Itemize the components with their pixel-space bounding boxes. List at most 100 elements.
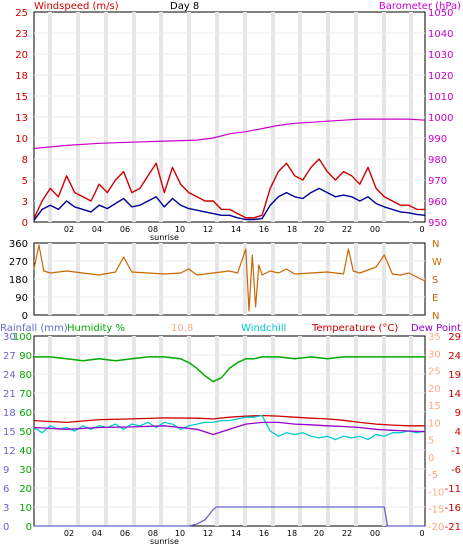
series-line	[33, 158, 425, 219]
tick-label: 180	[9, 275, 28, 286]
barometer-tick-labels: 1050 1040 1030 1020 1010 1000 990 980 970 960 950	[428, 8, 453, 229]
tick-label: 8	[22, 155, 28, 166]
tick-label: -16	[445, 503, 461, 514]
tick-label: 80	[19, 370, 32, 381]
temp-hour-tick-labels: 02 04 06 08 10 12 14 16 18 20 22 00 0	[64, 529, 425, 538]
tick-label: -6	[451, 465, 461, 476]
tick-label: 30	[428, 349, 441, 360]
hour-tick-label: 0	[419, 225, 424, 234]
hour-tick-label: 18	[287, 225, 297, 234]
tick-label: W	[432, 257, 442, 268]
temperature-outer-tick-labels: 29 24 19 14 9 4 -1 -6 -11 -16 -21	[445, 332, 461, 533]
hour-tick-label: 04	[92, 529, 102, 538]
tick-label: -1	[451, 446, 461, 457]
tick-label: 9	[455, 408, 461, 419]
tick-label: 950	[428, 218, 447, 229]
tick-label: 10	[428, 418, 441, 429]
hour-tick-label: 16	[259, 529, 269, 538]
series-line	[33, 244, 426, 312]
tick-label: 10	[19, 503, 32, 514]
hour-tick-label: 12	[203, 529, 213, 538]
hour-tick-label: 14	[231, 529, 241, 538]
wind-degree-tick-labels: 360 270 180 90 0	[9, 239, 28, 322]
tick-label: 21	[3, 389, 16, 400]
tick-label: N	[432, 311, 439, 322]
tick-label: 9	[3, 465, 9, 476]
tick-label: 29	[448, 332, 461, 343]
hour-tick-label: 14	[231, 225, 241, 234]
wind-barometer-series	[33, 118, 426, 221]
tick-label: -15	[428, 505, 444, 516]
tick-label: 5	[22, 176, 28, 187]
series-line	[34, 356, 425, 383]
tick-label: 10	[15, 134, 28, 145]
tick-label: 970	[428, 176, 447, 187]
tick-label: -5	[428, 470, 438, 481]
tick-label: -20	[428, 522, 444, 533]
tick-label: 18	[15, 71, 28, 82]
hour-tick-label: 08	[148, 529, 158, 538]
tick-label: 0	[22, 311, 28, 322]
tick-label: 3	[22, 197, 28, 208]
barometer-axis-label: Barometer (hPa)	[379, 1, 461, 12]
hour-tick-label: 10	[175, 225, 185, 234]
chart-day-title: Day 8	[170, 1, 199, 12]
tick-label: 15	[3, 427, 16, 438]
hour-tick-label: 16	[259, 225, 269, 234]
hour-tick-label: 18	[287, 529, 297, 538]
series-line	[34, 506, 425, 527]
tick-label: 12	[3, 446, 16, 457]
tick-label: -21	[445, 522, 461, 533]
hour-tick-label: 0	[419, 529, 424, 538]
hour-tick-label: 12	[203, 225, 213, 234]
hour-tick-label: 06	[120, 529, 130, 538]
wind-hour-tick-labels: 02 04 06 08 10 12 14 16 18 20 22 00 0	[64, 225, 425, 234]
hour-tick-label: 02	[64, 225, 74, 234]
tick-label: 24	[3, 370, 16, 381]
tick-label: 40	[19, 446, 32, 457]
dew-point-label: Dew Point	[411, 323, 461, 334]
tick-label: 25	[428, 367, 441, 378]
tick-label: 1020	[428, 71, 453, 82]
tick-label: -11	[445, 484, 461, 495]
tick-label: 1030	[428, 50, 453, 61]
tick-label: 5	[428, 436, 434, 447]
hour-tick-label: 22	[342, 225, 352, 234]
series-line	[33, 187, 426, 221]
tick-label: 15	[15, 92, 28, 103]
tick-label: 70	[19, 389, 32, 400]
windspeed-tick-labels: 25 23 20 18 15 13 10 8 5 3 0	[15, 8, 28, 229]
tick-label: 30	[3, 332, 16, 343]
temperature-axis-label: Temperature (°C)	[311, 323, 398, 334]
tick-label: 18	[3, 408, 16, 419]
tick-label: 23	[15, 29, 28, 40]
humidity-axis-label: Humidity %	[67, 323, 125, 334]
temperature-series	[33, 356, 426, 527]
tick-label: 100	[13, 332, 32, 343]
tick-label: 15	[428, 401, 441, 412]
tick-label: 980	[428, 155, 447, 166]
hour-tick-label: 02	[64, 529, 74, 538]
tick-label: 0	[3, 522, 9, 533]
tick-label: 0	[26, 522, 32, 533]
tick-label: 1000	[428, 113, 453, 124]
tick-label: -10	[428, 487, 444, 498]
tick-label: 35	[428, 332, 441, 343]
tick-label: 19	[448, 370, 461, 381]
wind-barometer-grid	[34, 12, 425, 222]
tick-label: 60	[19, 408, 32, 419]
tick-label: 90	[15, 293, 28, 304]
tick-label: 1040	[428, 29, 453, 40]
windspeed-axis-label: Windspeed (m/s)	[34, 1, 119, 12]
wind-direction-series	[33, 244, 426, 312]
tick-label: 0	[22, 218, 28, 229]
series-line	[33, 118, 426, 150]
